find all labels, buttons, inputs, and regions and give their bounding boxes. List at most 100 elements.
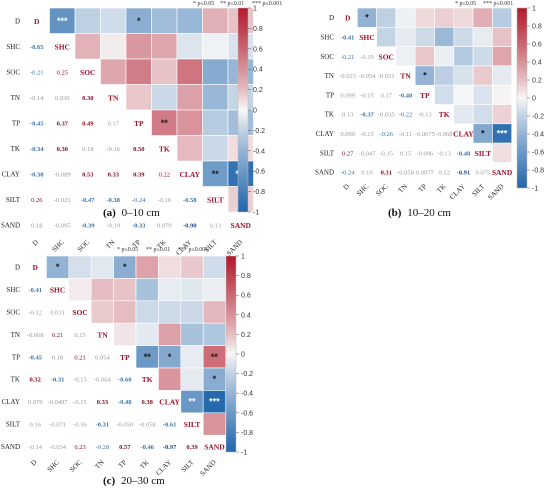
panel-b-diag-cell-sand [492, 162, 512, 182]
panel-b-colorbar-tick-label: 0.8 [532, 24, 542, 31]
panel-a-diag-cell-tk [151, 135, 177, 161]
panel-b-value-tp-soc: 0.17 [381, 92, 393, 99]
panel-a-cell-tn-clay [176, 84, 203, 111]
panel-a-value-clay-tk: 0.22 [159, 171, 170, 178]
panel-a-colorbar-tick-label: 0.4 [253, 67, 263, 74]
panel-c-caption-letter: (c) [103, 475, 116, 487]
panel-a-row-label-shc: SHC [6, 43, 20, 51]
panel-c-cell-shc-soc [68, 278, 92, 302]
panel-a-row-label-tp: TP [12, 119, 20, 127]
panel-c-colorbar-tick-label: 0.4 [241, 312, 251, 319]
panel-a-cell-tn-tp [125, 84, 152, 111]
panel-c-diag-cell-tn [91, 323, 114, 346]
panel-c-cell-shc-silt [180, 278, 204, 302]
panel-b-caption: (b) 10–20 cm [388, 207, 451, 219]
panel-a-row-label-silt: SILT [6, 196, 21, 204]
panel-a-value-tp-d: -0.45 [30, 120, 44, 127]
panel-b-value-silt-clay: -0.48 [457, 150, 471, 157]
panel-b-col-label-clay: CLAY [448, 182, 467, 201]
panel-a-value-sand-tp: -0.33 [132, 222, 146, 229]
panel-b-diag-cell-d [338, 8, 358, 28]
panel-b-diag-label-clay: CLAY [453, 129, 474, 138]
panel-a-value-tn-soc: 0.30 [82, 95, 93, 102]
panel-a-star-tp-tk: ** [161, 118, 169, 128]
panel-b-cell-shc-silt [472, 26, 493, 47]
panel-a-diag-label-silt: SILT [207, 195, 223, 204]
panel-c-colorbar-tick-label: -0.8 [241, 430, 253, 437]
panel-c-caption: (c) 20–30 cm [103, 475, 165, 487]
panel-c-value-silt-d: 0.16 [30, 422, 42, 429]
panel-b-value-shc-d: -0.41 [341, 34, 355, 41]
panel-a-colorbar-tick-label: -0.2 [253, 128, 265, 135]
panel-b-cell-soc-tn [395, 46, 416, 67]
panel-a-cell-soc-tk [151, 58, 178, 85]
panel-b-diag-label-shc: SHC [359, 33, 374, 42]
panel-a-cell-soc-clay [176, 58, 203, 85]
panel-c-sig-legend-p05: * p≤0.05 [117, 247, 138, 253]
panel-b-diag-label-tp: TP [420, 91, 430, 100]
panel-b-sig-legend-p05: * p≤0.05 [455, 1, 476, 7]
panel-b-diag-label-sand: SAND [492, 168, 513, 177]
panel-a-diag-label-d: D [34, 17, 40, 26]
panel-b-value-sand-tk: 0.12 [438, 170, 449, 177]
panel-b-col-label-soc: SOC [374, 182, 390, 198]
panel-a-value-silt-soc: -0.47 [81, 197, 95, 204]
panel-c-value-tk-shc: -0.31 [51, 377, 65, 384]
panel-c-value-tk-d: 0.32 [30, 377, 41, 384]
panel-c-value-tk-tn: -0.064 [94, 377, 112, 384]
panel-c-value-clay-d: 0.079 [28, 399, 43, 406]
panel-b-cell-soc-sand [492, 46, 512, 67]
panel-b-cell-tp-silt [472, 84, 493, 105]
panel-a-value-tp-soc: 0.49 [82, 120, 94, 127]
panel-a-diag-label-soc: SOC [80, 68, 95, 77]
panel-c-col-label-tk: TK [138, 458, 150, 470]
panel-c-value-tn-soc: 0.15 [74, 332, 85, 339]
panel-c-heatmap: * *** * ***** ***DSHCSOCTNTPTKCLAYSILTSAND-0… [1, 255, 226, 477]
panel-b-star-clay-silt: * [481, 128, 485, 138]
panel-a-colorbar-tick-label: 1 [253, 6, 257, 13]
panel-b-colorbar-tick-label: -0.8 [532, 168, 544, 175]
panel-b-colorbar-tick-label: 0.4 [532, 60, 542, 67]
panel-a-diag-cell-sand [228, 212, 254, 238]
panel-b-value-tp-shc: -0.15 [360, 92, 374, 99]
panel-b-diag-cell-silt [473, 143, 493, 163]
panel-b-col-label-d: D [342, 182, 351, 191]
panel-b-row-label-clay: CLAY [316, 130, 334, 138]
panel-a-value-sand-d: 0.18 [31, 222, 42, 229]
panel-b-star-d-shc: * [365, 13, 369, 23]
panel-c-caption-text: 20–30 cm [121, 475, 165, 487]
panel-a-cell-tk-clay [176, 135, 203, 162]
panel-a-cell-soc-silt [202, 58, 229, 85]
panel-a-cell-shc-tp [125, 33, 152, 60]
panel-b-cell-soc-tk [434, 46, 455, 67]
panel-b-value-silt-d: 0.27 [342, 150, 354, 157]
panel-b-cell-d-tk [434, 7, 455, 28]
panel-c-value-tn-d: -0.068 [27, 332, 44, 339]
panel-c-diag-label-clay: CLAY [159, 398, 180, 407]
panel-b-row-label-tp: TP [326, 91, 334, 99]
panel-a-value-clay-tp: 0.39 [133, 171, 145, 178]
panel-b-cell-tn-clay [453, 65, 474, 86]
panel-a-value-tk-shc: 0.30 [57, 146, 68, 153]
panel-a-colorbar-tick-label: 0.6 [253, 46, 263, 53]
panel-b-cell-tk-silt [472, 104, 493, 125]
panel-a-value-clay-shc: -0.089 [54, 171, 71, 178]
panel-a-cell-shc-silt [202, 33, 229, 60]
panel-a-cell-clay-silt [202, 160, 229, 187]
panel-c-colorbar-tick-label: 0.6 [241, 293, 251, 300]
panel-b-cell-tk-clay [453, 104, 474, 125]
panel-a-cell-shc-tk [151, 33, 178, 60]
panel-b-row-label-d: D [329, 14, 334, 22]
panel-c-sig-legend-p01: ** p≤0.01 [146, 247, 170, 253]
panel-a-colorbar: 1 0.8 0.6 0.4 0.2 0 -0.2 -0.4 -0.6 -0.8 -1 [237, 6, 265, 217]
panel-b-cell-shc-tk [434, 26, 455, 47]
panel-a-value-clay-tn: 0.33 [108, 171, 120, 178]
panel-a-col-label-soc: SOC [76, 238, 92, 254]
panel-c-value-tk-tp: -0.60 [118, 377, 132, 384]
panel-a-cell-d-tk [151, 7, 178, 34]
panel-c-diag-label-sand: SAND [204, 442, 225, 451]
panel-a-value-silt-d: 0.26 [31, 197, 43, 204]
panel-a-row-label-d: D [15, 17, 20, 25]
panel-c-value-sand-clay: -0.97 [163, 444, 177, 451]
panel-b-colorbar-tick-label: -1 [532, 186, 538, 193]
